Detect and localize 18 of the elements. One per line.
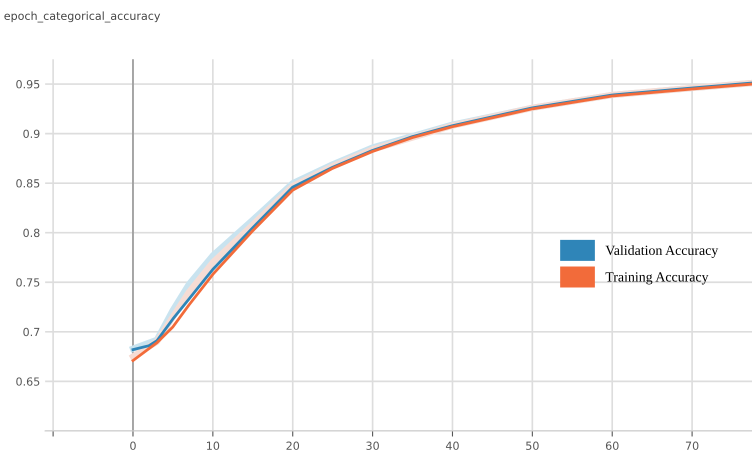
x-tick-label: 0 — [130, 442, 136, 450]
x-tick-label: 20 — [286, 442, 300, 450]
x-tick-label: 30 — [366, 442, 379, 450]
y-tick-label: 0.7 — [23, 328, 40, 336]
y-tick-label: 0.8 — [23, 228, 40, 238]
x-tick-label: 50 — [526, 442, 539, 450]
legend-label: Validation Accuracy — [605, 245, 718, 258]
y-tick-label: 0.65 — [16, 377, 40, 386]
x-tick-label: 60 — [606, 442, 619, 450]
chart-title: epoch_categorical_accuracy — [4, 11, 160, 22]
y-tick-label: 0.95 — [16, 80, 40, 88]
y-tick-label: 0.85 — [16, 179, 40, 188]
x-tick-label: 70 — [686, 442, 698, 450]
legend-label: Training Accuracy — [606, 272, 708, 284]
y-tick-label: 0.75 — [16, 278, 40, 287]
x-tick-label: 40 — [446, 442, 459, 450]
y-tick-label: 0.9 — [23, 130, 40, 138]
x-tick-label: 10 — [207, 442, 220, 450]
